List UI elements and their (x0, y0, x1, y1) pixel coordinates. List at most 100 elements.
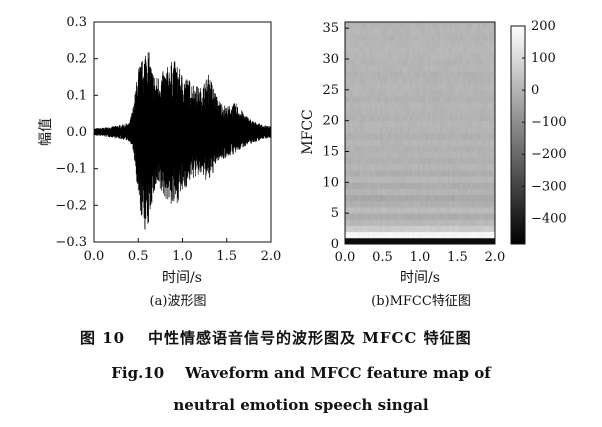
mfcc-cell (475, 65, 478, 72)
mfcc-cell (412, 188, 416, 196)
mfcc-cell (455, 83, 458, 91)
mfcc-cell (432, 77, 436, 85)
mfcc-cell (425, 163, 428, 171)
mfcc-cell (430, 170, 433, 177)
mfcc-cell (417, 114, 421, 122)
mfcc-cell (415, 59, 418, 66)
mfcc-cell (440, 176, 443, 183)
mfcc-cell (367, 126, 371, 134)
mfcc-cell (425, 200, 428, 208)
mfcc-cell (447, 145, 451, 152)
mfcc-cell (460, 96, 463, 103)
mfcc-cell (492, 231, 496, 239)
mfcc-cell (400, 59, 403, 66)
mfcc-cell (422, 126, 426, 134)
mfcc-cell (347, 108, 351, 115)
mfcc-cell (347, 65, 351, 72)
mfcc-cell (470, 170, 473, 177)
mfcc-cell (445, 126, 448, 134)
mfcc-cell (417, 145, 421, 152)
mfcc-cell (432, 65, 436, 72)
mfcc-cell (350, 83, 353, 91)
mfcc-cell (375, 96, 378, 103)
mfcc-cell (402, 176, 406, 183)
mfcc-cell (467, 176, 471, 183)
mfcc-cell (477, 89, 481, 97)
mfcc-cell (347, 157, 351, 165)
mfcc-cell (450, 170, 453, 177)
mfcc-cell (407, 28, 411, 35)
mfcc-cell (432, 237, 436, 245)
mfcc-cell (397, 219, 401, 226)
mfcc-cell (425, 170, 428, 177)
mfcc-cell (352, 219, 356, 226)
mfcc-cell (462, 163, 466, 171)
mfcc-cell (377, 237, 381, 245)
mfcc-cell (422, 71, 426, 78)
mfcc-cell (350, 200, 353, 208)
waveform-x-tick-label: 2.0 (261, 249, 282, 264)
mfcc-cell (405, 231, 408, 239)
mfcc-cell (395, 139, 398, 146)
mfcc-cell (465, 34, 468, 41)
mfcc-cell (467, 65, 471, 72)
mfcc-cell (485, 145, 488, 152)
mfcc-cell (437, 102, 441, 109)
mfcc-cell (462, 219, 466, 226)
mfcc-cell (405, 170, 408, 177)
waveform-y-tick-label: 0.0 (66, 125, 87, 140)
mfcc-cell (480, 133, 483, 140)
mfcc-cell (402, 133, 406, 140)
mfcc-cell (410, 182, 413, 189)
mfcc-cell (400, 219, 403, 226)
mfcc-cell (392, 22, 396, 29)
mfcc-cell (490, 108, 493, 115)
mfcc-cell (462, 126, 466, 134)
mfcc-cell (410, 126, 413, 134)
mfcc-cell (372, 225, 376, 233)
mfcc-cell (437, 207, 441, 214)
mfcc-cell (455, 231, 458, 239)
mfcc-cell (397, 200, 401, 208)
mfcc-cell (407, 133, 411, 140)
mfcc-cell (392, 163, 396, 171)
mfcc-cell (470, 188, 473, 196)
mfcc-cell (405, 237, 408, 245)
mfcc-cell (490, 170, 493, 177)
mfcc-cell (362, 145, 366, 152)
mfcc-cell (382, 194, 386, 202)
mfcc-cell (455, 151, 458, 159)
mfcc-cell (435, 114, 438, 122)
mfcc-cell (440, 83, 443, 91)
mfcc-cell (477, 213, 481, 220)
mfcc-cell (410, 170, 413, 177)
mfcc-cell (387, 22, 391, 29)
mfcc-cell (365, 200, 368, 208)
mfcc-cell (365, 151, 368, 159)
mfcc-cell (452, 163, 456, 171)
mfcc-cell (450, 52, 453, 60)
mfcc-cell (417, 65, 421, 72)
mfcc-cell (405, 22, 408, 29)
mfcc-cell (405, 219, 408, 226)
mfcc-cell (455, 96, 458, 103)
mfcc-cell (430, 22, 433, 29)
mfcc-cell (372, 207, 376, 214)
mfcc-cell (395, 52, 398, 60)
mfcc-cell (360, 163, 363, 171)
mfcc-cell (400, 120, 403, 128)
mfcc-cell (432, 231, 436, 239)
mfcc-cell (472, 34, 476, 41)
mfcc-cell (492, 34, 496, 41)
mfcc-cell (415, 120, 418, 128)
mfcc-cell (382, 96, 386, 103)
mfcc-cell (420, 237, 423, 245)
mfcc-cell (375, 207, 378, 214)
mfcc-cell (460, 145, 463, 152)
mfcc-cell (430, 52, 433, 60)
mfcc-cell (492, 77, 496, 85)
mfcc-cell (462, 77, 466, 85)
mfcc-cell (485, 52, 488, 60)
mfcc-cell (482, 28, 486, 35)
mfcc-cell (477, 28, 481, 35)
